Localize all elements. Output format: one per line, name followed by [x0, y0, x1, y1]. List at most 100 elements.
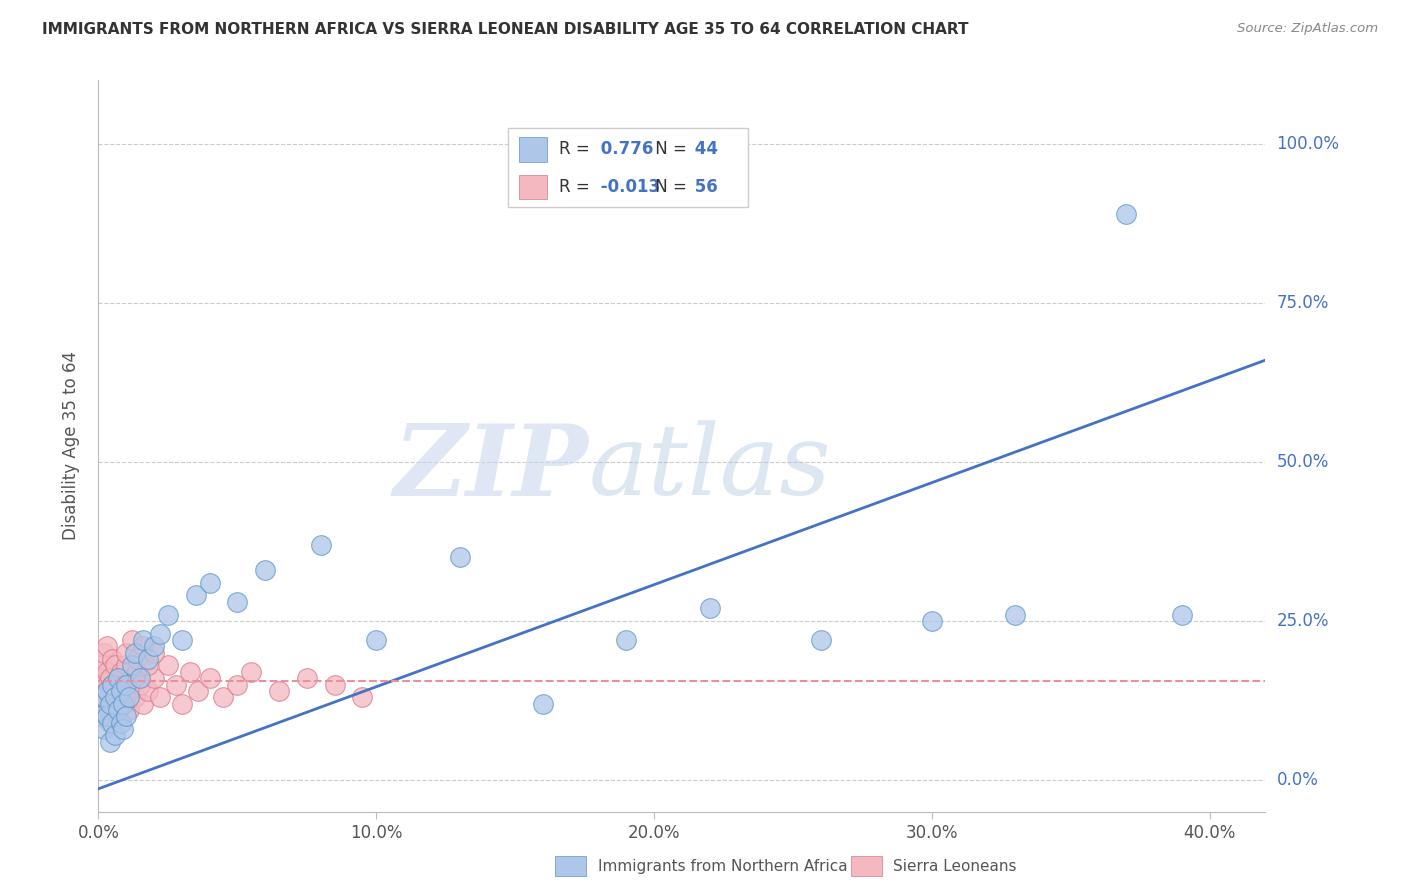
Point — [366, 632, 388, 647]
Point — [226, 677, 249, 691]
Text: atlas: atlas — [589, 420, 831, 516]
Point — [198, 671, 221, 685]
Point — [90, 658, 112, 673]
Point — [101, 677, 124, 691]
Point — [110, 665, 132, 679]
Point — [179, 665, 201, 679]
Text: 75.0%: 75.0% — [1277, 293, 1329, 312]
Point — [129, 677, 152, 691]
Point — [531, 697, 554, 711]
Point — [138, 684, 160, 698]
Point — [107, 671, 129, 685]
Point — [118, 703, 141, 717]
Point — [104, 690, 127, 705]
Point — [104, 728, 127, 742]
Point — [124, 690, 146, 705]
Point — [127, 665, 149, 679]
Point — [93, 671, 115, 685]
Point — [295, 671, 318, 685]
Point — [127, 652, 149, 666]
Text: R =: R = — [558, 140, 589, 158]
Point — [156, 658, 179, 673]
Point — [107, 671, 129, 685]
Point — [226, 595, 249, 609]
Text: ZIP: ZIP — [394, 420, 589, 516]
Point — [170, 632, 193, 647]
Point — [115, 684, 138, 698]
Point — [101, 715, 124, 730]
Text: R =: R = — [558, 178, 589, 196]
Text: Immigrants from Northern Africa: Immigrants from Northern Africa — [598, 859, 848, 873]
Point — [1115, 207, 1137, 221]
Point — [96, 684, 118, 698]
Point — [96, 703, 118, 717]
Text: 44: 44 — [689, 140, 718, 158]
Point — [98, 735, 121, 749]
Point — [352, 690, 374, 705]
Point — [90, 677, 112, 691]
Point — [170, 697, 193, 711]
Point — [143, 671, 166, 685]
Point — [143, 640, 166, 654]
Point — [148, 690, 170, 705]
Point — [112, 677, 135, 691]
Point — [98, 671, 121, 685]
Point — [115, 709, 138, 723]
Point — [187, 684, 209, 698]
Point — [112, 697, 135, 711]
Point — [921, 614, 943, 628]
Point — [165, 677, 187, 691]
Point — [96, 709, 118, 723]
Y-axis label: Disability Age 35 to 64: Disability Age 35 to 64 — [62, 351, 80, 541]
Point — [124, 646, 146, 660]
Text: IMMIGRANTS FROM NORTHERN AFRICA VS SIERRA LEONEAN DISABILITY AGE 35 TO 64 CORREL: IMMIGRANTS FROM NORTHERN AFRICA VS SIERR… — [42, 22, 969, 37]
Point — [98, 715, 121, 730]
Point — [110, 715, 132, 730]
Text: 0.776: 0.776 — [595, 140, 654, 158]
Point — [699, 601, 721, 615]
Point — [115, 658, 138, 673]
Point — [110, 690, 132, 705]
Point — [449, 550, 471, 565]
Point — [132, 697, 155, 711]
Point — [129, 671, 152, 685]
Point — [143, 646, 166, 660]
Point — [101, 677, 124, 691]
Point — [93, 722, 115, 736]
Point — [1004, 607, 1026, 622]
Text: N =: N = — [650, 178, 688, 196]
Point — [132, 632, 155, 647]
Point — [93, 690, 115, 705]
Text: 50.0%: 50.0% — [1277, 453, 1329, 471]
Point — [121, 671, 143, 685]
Point — [107, 703, 129, 717]
Point — [132, 640, 155, 654]
Point — [112, 722, 135, 736]
Point — [614, 632, 637, 647]
Point — [115, 646, 138, 660]
Point — [118, 690, 141, 705]
Text: 25.0%: 25.0% — [1277, 612, 1329, 630]
Point — [309, 538, 332, 552]
Point — [198, 575, 221, 590]
Text: 0.0%: 0.0% — [1277, 771, 1319, 789]
Point — [110, 684, 132, 698]
Point — [212, 690, 235, 705]
Point — [115, 677, 138, 691]
Point — [90, 697, 112, 711]
Point — [98, 690, 121, 705]
Point — [323, 677, 346, 691]
Text: 56: 56 — [689, 178, 718, 196]
Point — [104, 684, 127, 698]
Point — [104, 703, 127, 717]
Point — [810, 632, 832, 647]
Point — [156, 607, 179, 622]
Text: N =: N = — [650, 140, 688, 158]
Point — [267, 684, 290, 698]
Point — [93, 690, 115, 705]
Point — [98, 697, 121, 711]
Point — [138, 652, 160, 666]
Text: Sierra Leoneans: Sierra Leoneans — [893, 859, 1017, 873]
Text: 100.0%: 100.0% — [1277, 135, 1340, 153]
Text: Source: ZipAtlas.com: Source: ZipAtlas.com — [1237, 22, 1378, 36]
